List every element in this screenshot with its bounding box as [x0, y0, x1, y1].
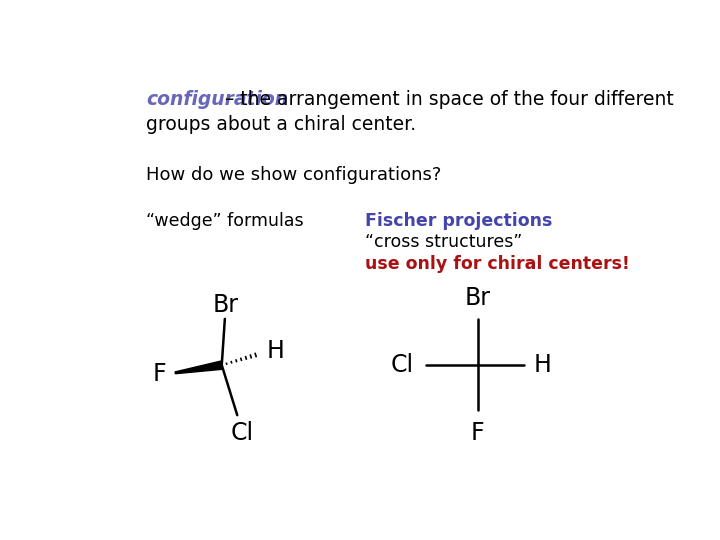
- Text: groups about a chiral center.: groups about a chiral center.: [145, 115, 416, 134]
- Text: use only for chiral centers!: use only for chiral centers!: [365, 255, 630, 273]
- Text: Cl: Cl: [231, 421, 254, 444]
- Text: H: H: [266, 339, 284, 363]
- Text: Br: Br: [464, 286, 490, 309]
- Text: “cross structures”: “cross structures”: [365, 233, 523, 251]
- Text: H: H: [534, 353, 552, 377]
- Text: configuration: configuration: [145, 91, 288, 110]
- Text: How do we show configurations?: How do we show configurations?: [145, 166, 441, 184]
- Text: “wedge” formulas: “wedge” formulas: [145, 212, 303, 231]
- Text: Br: Br: [212, 293, 238, 318]
- Text: Fischer projections: Fischer projections: [365, 212, 552, 231]
- Text: F: F: [471, 421, 485, 444]
- Text: F: F: [153, 362, 166, 386]
- Polygon shape: [175, 361, 222, 374]
- Text: – the arrangement in space of the four different: – the arrangement in space of the four d…: [219, 91, 673, 110]
- Text: Cl: Cl: [391, 353, 414, 377]
